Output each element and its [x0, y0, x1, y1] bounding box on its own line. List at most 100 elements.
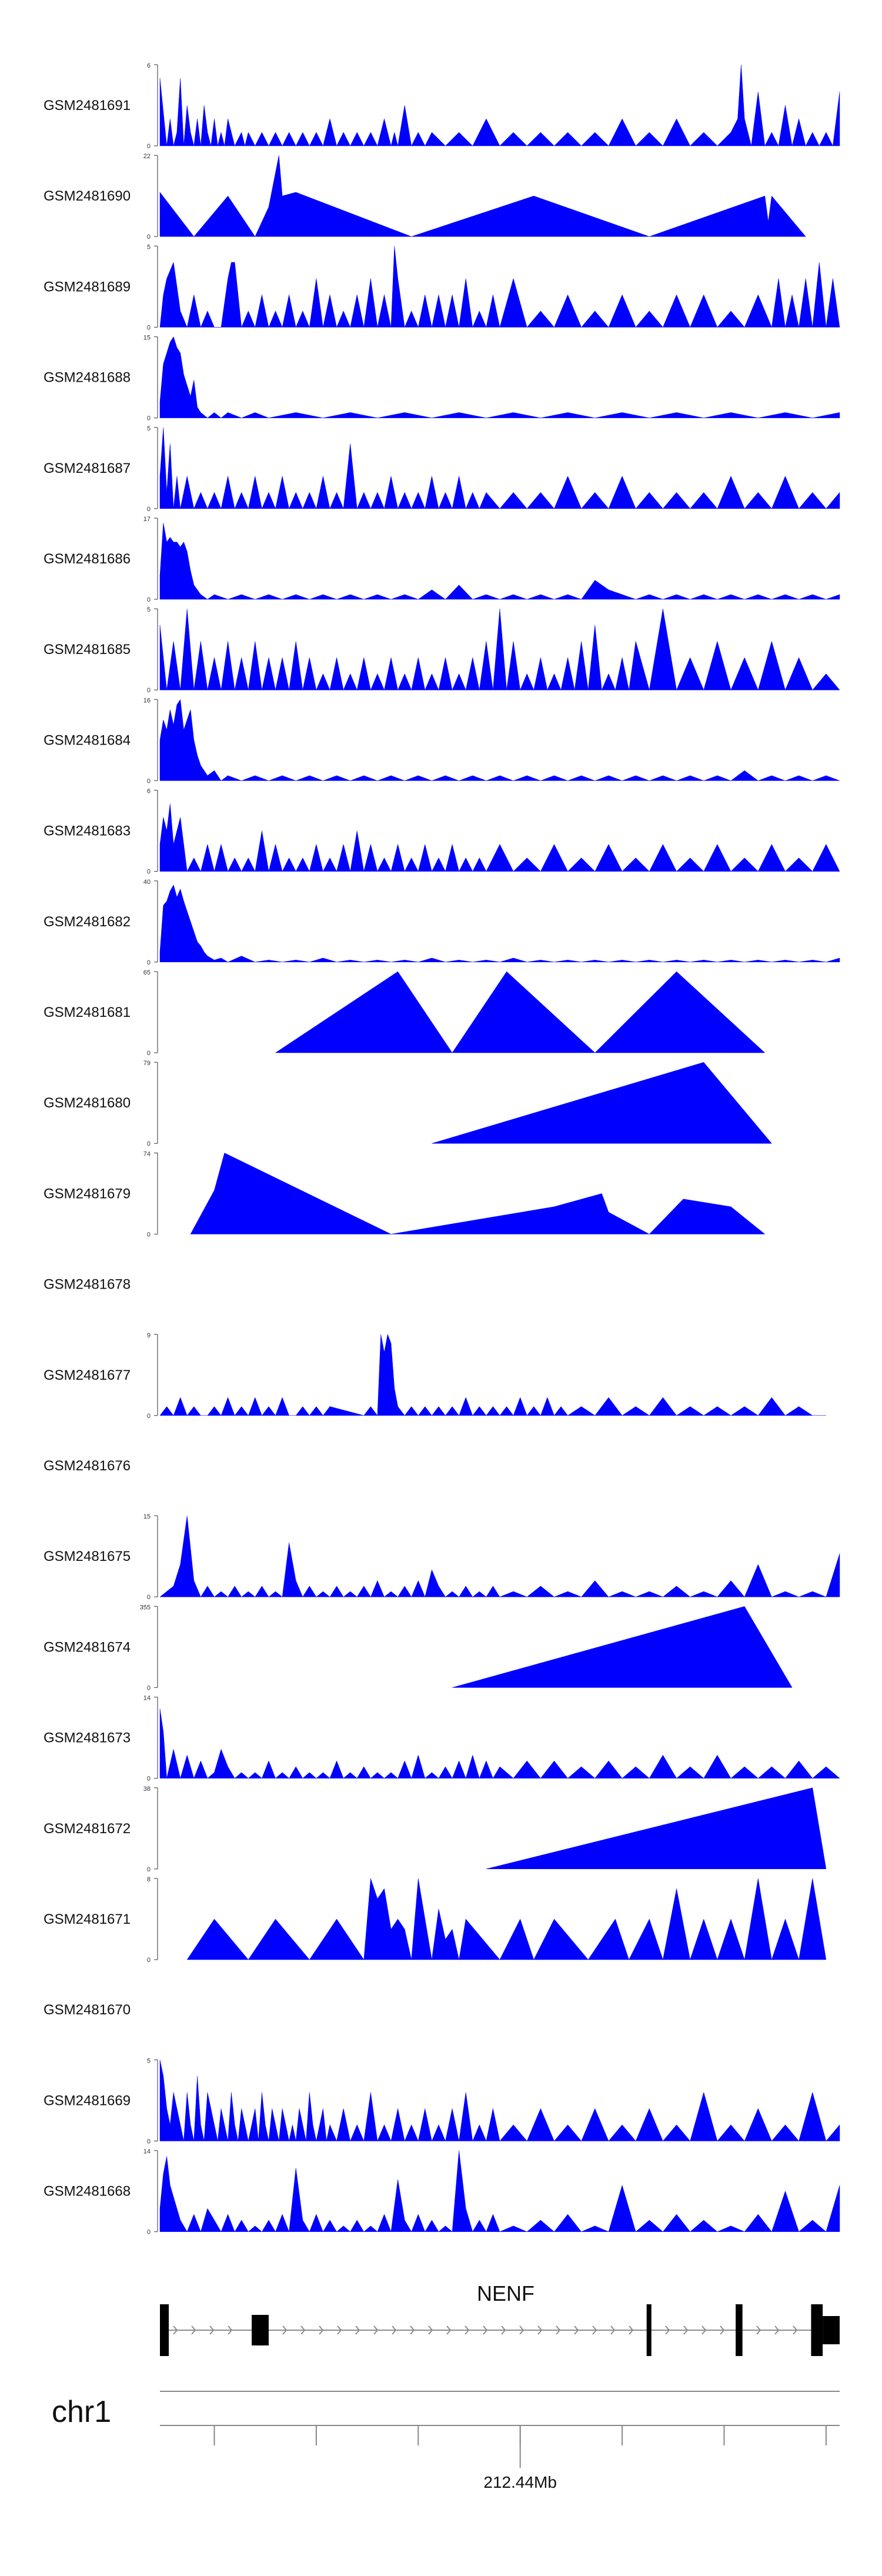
y-max-label: 5: [147, 2057, 151, 2064]
y-max-label: 355: [140, 1604, 151, 1611]
gene-exon: [160, 2304, 169, 2356]
coverage-area-GSM2481691: [159, 64, 840, 146]
track-label: GSM2481690: [44, 188, 131, 204]
y-max-label: 6: [147, 62, 151, 69]
track-label: GSM2481676: [44, 1458, 131, 1474]
coverage-area-GSM2481671: [186, 1878, 827, 1960]
track-label: GSM2481689: [44, 279, 131, 295]
strand-arrow: [574, 2325, 579, 2335]
y-max-label: 8: [147, 1876, 151, 1883]
strand-arrow: [300, 2325, 306, 2335]
y-min-label: 0: [147, 1231, 151, 1238]
y-max-label: 16: [143, 697, 151, 704]
strand-arrow: [355, 2325, 360, 2335]
strand-arrow: [465, 2325, 470, 2335]
track-GSM2481685: GSM2481685 5 0: [44, 606, 840, 694]
track-GSM2481670: GSM2481670: [44, 2002, 131, 2018]
chromosome-label: chr1: [52, 2395, 111, 2429]
strand-arrow: [173, 2325, 178, 2335]
track-GSM2481678: GSM2481678: [44, 1277, 131, 1293]
track-label: GSM2481682: [44, 914, 131, 930]
coverage-area-GSM2481687: [159, 427, 840, 509]
y-max-label: 14: [143, 1695, 151, 1702]
y-max-label: 6: [147, 788, 151, 795]
track-GSM2481686: GSM2481686 17 0: [44, 516, 840, 603]
y-max-label: 38: [143, 1786, 151, 1793]
y-min-label: 0: [147, 1050, 151, 1057]
y-min-label: 0: [147, 233, 151, 241]
track-label: GSM2481679: [44, 1186, 131, 1202]
genome-position-label: 212.44Mb: [483, 2473, 557, 2491]
track-label: GSM2481687: [44, 461, 131, 476]
track-GSM2481672: GSM2481672 38 0: [44, 1786, 827, 1873]
coverage-area-GSM2481689: [159, 246, 840, 328]
y-max-label: 15: [143, 1513, 151, 1520]
y-min-label: 0: [147, 415, 151, 422]
y-min-label: 0: [147, 778, 151, 785]
strand-arrow: [610, 2325, 616, 2335]
strand-arrow: [373, 2325, 379, 2335]
track-label: GSM2481678: [44, 1277, 131, 1293]
y-max-label: 5: [147, 243, 151, 251]
track-GSM2481680: GSM2481680 79 0: [44, 1060, 772, 1147]
strand-arrow: [774, 2325, 780, 2335]
track-GSM2481669: GSM2481669 5 0: [44, 2057, 840, 2145]
track-label: GSM2481675: [44, 1549, 131, 1564]
y-min-label: 0: [147, 1957, 151, 1964]
strand-arrow: [519, 2325, 524, 2335]
track-label: GSM2481674: [44, 1639, 131, 1655]
y-max-label: 17: [143, 516, 151, 523]
track-label: GSM2481686: [44, 551, 131, 567]
track-GSM2481688: GSM2481688 15 0: [44, 335, 840, 422]
strand-arrow: [191, 2325, 196, 2335]
y-max-label: 5: [147, 606, 151, 613]
strand-arrow: [701, 2325, 707, 2335]
y-max-label: 79: [143, 1060, 151, 1067]
strand-arrow: [392, 2325, 397, 2335]
track-GSM2481691: GSM2481691 6 0: [44, 62, 840, 150]
y-min-label: 0: [147, 596, 151, 603]
strand-arrow: [282, 2325, 288, 2335]
y-max-label: 40: [143, 879, 151, 886]
strand-arrow: [319, 2325, 324, 2335]
strand-arrow: [428, 2325, 433, 2335]
track-label: GSM2481673: [44, 1730, 131, 1746]
track-GSM2481687: GSM2481687 5 0: [44, 425, 840, 513]
track-label: GSM2481681: [44, 1005, 131, 1020]
gene-model: NENF: [160, 2281, 840, 2356]
strand-arrow: [209, 2325, 215, 2335]
coverage-area-GSM2481685: [159, 608, 840, 690]
strand-arrow: [665, 2325, 670, 2335]
y-max-label: 15: [143, 335, 151, 342]
track-GSM2481675: GSM2481675 15 0: [44, 1513, 840, 1601]
y-min-label: 0: [147, 143, 151, 150]
y-max-label: 9: [147, 1332, 151, 1339]
strand-arrow: [793, 2325, 798, 2335]
track-label: GSM2481684: [44, 732, 131, 748]
track-GSM2481690: GSM2481690 22 0: [44, 153, 806, 241]
coverage-area-GSM2481677: [159, 1334, 827, 1416]
gene-exon: [252, 2315, 269, 2345]
strand-arrow: [337, 2325, 342, 2335]
strand-arrow: [592, 2325, 597, 2335]
coverage-area-GSM2481682: [159, 885, 840, 963]
y-min-label: 0: [147, 687, 151, 694]
track-label: GSM2481672: [44, 1821, 131, 1837]
track-GSM2481684: GSM2481684 16 0: [44, 697, 840, 785]
coverage-tracks: GSM248169160GSM2481690220GSM248168950GSM…: [44, 62, 840, 2236]
track-GSM2481676: GSM2481676: [44, 1458, 131, 1474]
y-min-label: 0: [147, 1866, 151, 1873]
genome-axis: chr1 212.44Mb: [52, 2391, 840, 2491]
y-min-label: 0: [147, 2229, 151, 2236]
track-label: GSM2481685: [44, 642, 131, 658]
y-max-label: 5: [147, 425, 151, 432]
gene-name: NENF: [477, 2281, 534, 2305]
track-label: GSM2481683: [44, 823, 131, 839]
gene-exon: [736, 2304, 743, 2356]
strand-arrow: [556, 2325, 561, 2335]
strand-arrow: [720, 2325, 725, 2335]
track-label: GSM2481677: [44, 1367, 131, 1383]
y-min-label: 0: [147, 959, 151, 966]
coverage-area-GSM2481690: [159, 155, 806, 237]
